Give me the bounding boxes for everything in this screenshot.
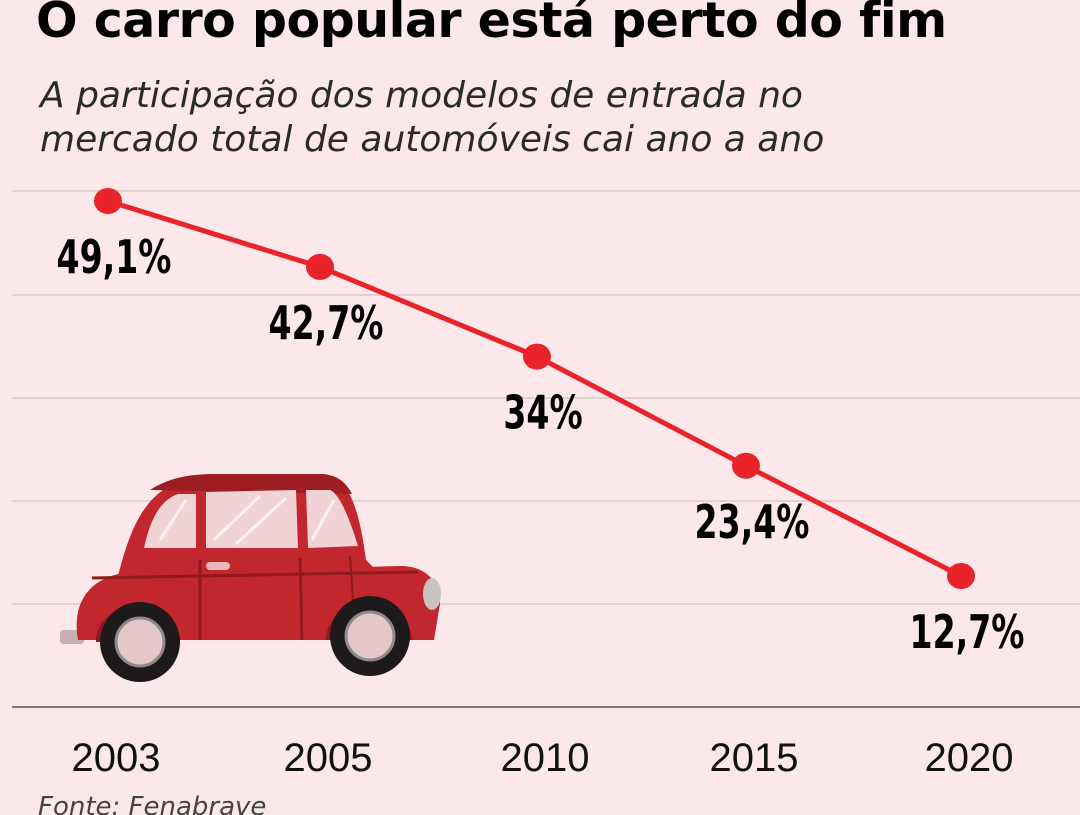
- front-window: [306, 490, 358, 548]
- data-points: [94, 188, 975, 589]
- data-point: [94, 188, 122, 214]
- data-label: 23,4%: [695, 496, 810, 549]
- chart-title: O carro popular está perto do fim: [36, 0, 947, 49]
- x-tick-label: 2005: [284, 736, 373, 780]
- rear-window: [144, 494, 196, 548]
- x-tick-label: 2010: [501, 736, 590, 780]
- data-labels: 49,1% 42,7% 34% 23,4% 12,7%: [57, 232, 1025, 660]
- door-handle: [206, 562, 230, 570]
- x-tick-label: 2003: [72, 736, 161, 780]
- data-label: 12,7%: [910, 607, 1025, 660]
- middle-window: [206, 490, 298, 548]
- data-point: [306, 253, 334, 280]
- x-axis-tick-labels: 2003 2005 2010 2015 2020: [72, 736, 1014, 780]
- red-car-icon: [60, 474, 441, 682]
- x-tick-label: 2020: [925, 736, 1014, 780]
- x-tick-label: 2015: [710, 736, 799, 780]
- data-point: [732, 452, 760, 479]
- data-label: 49,1%: [57, 232, 172, 285]
- data-label: 34%: [503, 387, 582, 440]
- data-point: [947, 563, 975, 589]
- chart-subtitle: A participação dos modelos de entrada no…: [40, 75, 825, 160]
- headlight: [423, 578, 441, 610]
- data-point: [523, 343, 551, 370]
- data-label: 42,7%: [269, 298, 384, 351]
- source-note: Fonte: Fenabrave: [38, 792, 267, 815]
- car-roof: [150, 474, 352, 494]
